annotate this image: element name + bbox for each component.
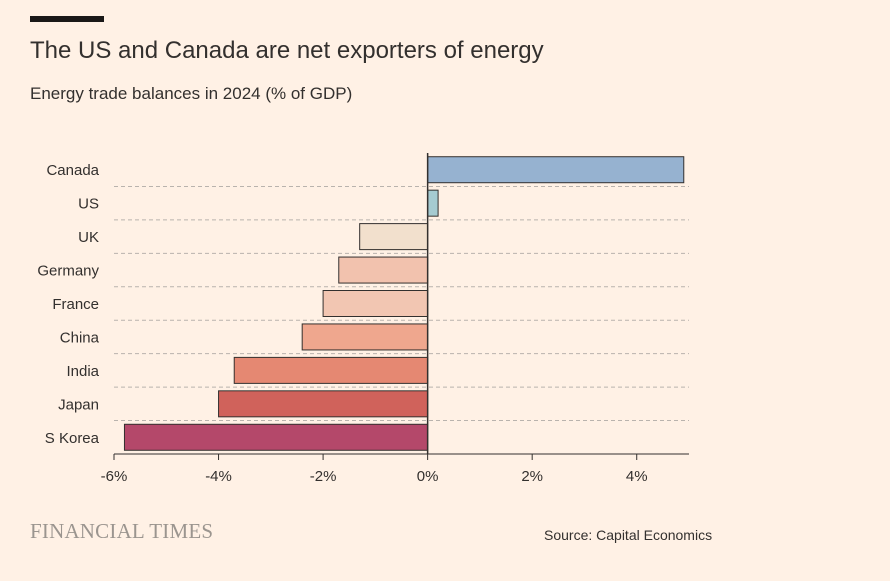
- bar-china: [301, 323, 429, 351]
- bar-india: [233, 356, 429, 384]
- chart-title: The US and Canada are net exporters of e…: [30, 37, 544, 64]
- category-label: Japan: [58, 396, 99, 413]
- bar-germany: [338, 256, 429, 284]
- source-note: Source: Capital Economics: [544, 527, 713, 543]
- category-label: Germany: [37, 263, 99, 280]
- ft-logo: FINANCIAL TIMES: [30, 519, 214, 543]
- category-label: France: [52, 296, 99, 313]
- category-label: China: [60, 329, 100, 346]
- x-tick-label: -2%: [310, 468, 337, 485]
- x-tick-label: 2%: [521, 468, 543, 485]
- category-label: US: [78, 196, 99, 213]
- category-label: India: [66, 363, 99, 380]
- bar-canada: [427, 156, 685, 184]
- bar-us: [427, 189, 439, 217]
- bar-s-korea: [123, 423, 429, 451]
- bar-france: [322, 290, 429, 317]
- x-tick-label: -4%: [205, 468, 232, 485]
- bar-uk: [359, 223, 429, 251]
- x-tick-label: 0%: [417, 468, 439, 485]
- bar-japan: [218, 390, 429, 418]
- chart-subtitle: Energy trade balances in 2024 (% of GDP): [30, 84, 353, 103]
- category-label: Canada: [46, 162, 99, 179]
- brand-accent-bar: [30, 16, 104, 22]
- x-tick-label: 4%: [626, 468, 648, 485]
- category-label: S Korea: [45, 430, 100, 447]
- x-tick-label: -6%: [101, 468, 128, 485]
- category-label: UK: [78, 229, 99, 246]
